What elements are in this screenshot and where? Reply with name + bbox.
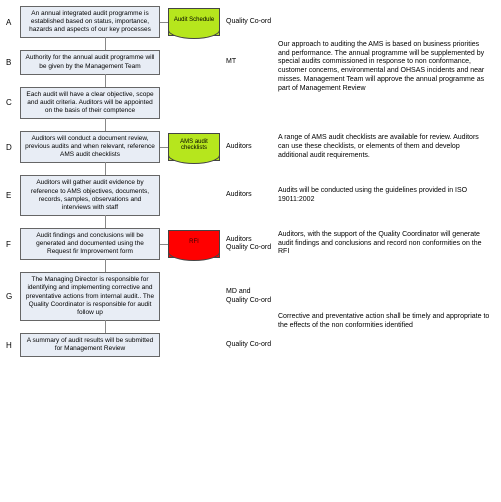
row-c: C Each audit will have a clear objective… bbox=[6, 87, 495, 119]
process-box: Authority for the annual audit programme… bbox=[20, 50, 160, 74]
row-letter: H bbox=[6, 341, 20, 350]
process-box: Auditors will conduct a document review,… bbox=[20, 131, 160, 163]
doc-rfi: RFI bbox=[168, 230, 220, 258]
flowchart: A An annual integrated audit programme i… bbox=[6, 6, 495, 357]
row-b: B Authority for the annual audit program… bbox=[6, 50, 495, 74]
row-letter: D bbox=[6, 143, 20, 152]
row-h: H A summary of audit results will be sub… bbox=[6, 333, 495, 357]
row-g: G The Managing Director is responsible f… bbox=[6, 272, 495, 321]
note: Audits will be conducted using the guide… bbox=[278, 187, 495, 205]
connector bbox=[105, 320, 106, 334]
doc-connector bbox=[160, 244, 168, 245]
row-letter: E bbox=[6, 191, 20, 200]
process-box: The Managing Director is responsible for… bbox=[20, 272, 160, 321]
process-box: Auditors will gather audit evidence by r… bbox=[20, 175, 160, 216]
doc-label: AMS audit checklists bbox=[171, 139, 217, 152]
connector bbox=[105, 74, 106, 88]
responsibility: Quality Co-ord bbox=[226, 18, 272, 26]
connector bbox=[105, 118, 106, 132]
responsibility: Quality Co-ord bbox=[226, 341, 272, 349]
doc-connector bbox=[160, 147, 168, 148]
connector bbox=[105, 162, 106, 176]
row-e: E Auditors will gather audit evidence by… bbox=[6, 175, 495, 216]
row-letter: B bbox=[6, 58, 20, 67]
responsibility: Auditors Quality Co-ord bbox=[226, 236, 272, 253]
doc-label: Audit Schedule bbox=[174, 17, 214, 24]
row-f: F Audit findings and conclusions will be… bbox=[6, 228, 495, 260]
connector bbox=[105, 215, 106, 229]
note: Auditors, with the support of the Qualit… bbox=[278, 231, 495, 257]
responsibility: MT bbox=[226, 58, 272, 66]
connector bbox=[105, 259, 106, 273]
row-letter: G bbox=[6, 292, 20, 301]
doc-slot: AMS audit checklists bbox=[164, 133, 224, 161]
note: Corrective and preventative action shall… bbox=[278, 313, 495, 331]
process-box: A summary of audit results will be submi… bbox=[20, 333, 160, 357]
responsibility: MD and Quality Co-ord bbox=[226, 288, 272, 305]
row-d: D Auditors will conduct a document revie… bbox=[6, 131, 495, 163]
row-letter: F bbox=[6, 240, 20, 249]
process-box: An annual integrated audit programme is … bbox=[20, 6, 160, 38]
note: A range of AMS audit checklists are avai… bbox=[278, 134, 495, 160]
doc-ams-checklists: AMS audit checklists bbox=[168, 133, 220, 161]
connector bbox=[105, 37, 106, 51]
doc-slot: RFI bbox=[164, 230, 224, 258]
doc-connector bbox=[160, 22, 168, 23]
row-a: A An annual integrated audit programme i… bbox=[6, 6, 495, 38]
responsibility: Auditors bbox=[226, 191, 272, 199]
doc-label: RFI bbox=[189, 239, 199, 246]
process-box: Audit findings and conclusions will be g… bbox=[20, 228, 160, 260]
row-letter: A bbox=[6, 18, 20, 27]
responsibility: Auditors bbox=[226, 143, 272, 151]
row-letter: C bbox=[6, 98, 20, 107]
doc-slot: Audit Schedule bbox=[164, 8, 224, 36]
process-box: Each audit will have a clear objective, … bbox=[20, 87, 160, 119]
doc-audit-schedule: Audit Schedule bbox=[168, 8, 220, 36]
